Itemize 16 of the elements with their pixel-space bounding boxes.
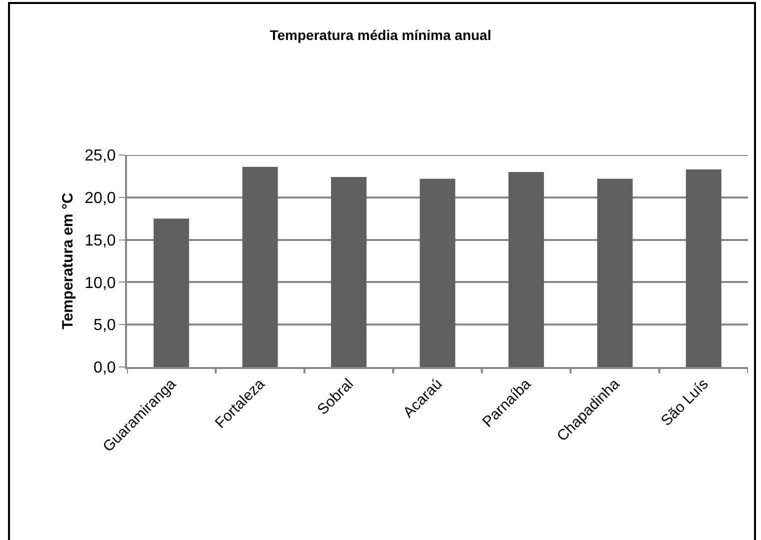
- bar: [331, 177, 367, 367]
- y-tick-label: 25,0: [84, 148, 116, 165]
- chart-title: Temperatura média mínima anual: [270, 27, 492, 43]
- y-tick-label: 20,0: [84, 190, 116, 207]
- y-tick-label: 5,0: [94, 317, 116, 334]
- bar: [242, 166, 278, 367]
- y-axis-title: Temperatura em °C: [59, 192, 76, 330]
- y-tick-label: 0,0: [94, 360, 116, 377]
- bar: [597, 178, 633, 367]
- bar: [154, 218, 190, 367]
- bar: [420, 178, 456, 367]
- y-tick-label: 15,0: [84, 232, 116, 250]
- x-tick-label: São Luís: [658, 376, 712, 430]
- y-tick-label: 10,0: [84, 274, 116, 292]
- bar: [508, 172, 544, 367]
- bar: [686, 169, 722, 367]
